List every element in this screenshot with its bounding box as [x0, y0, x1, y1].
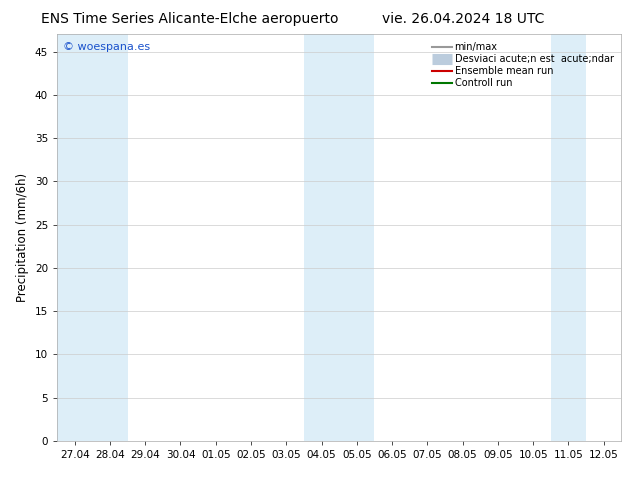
Y-axis label: Precipitation (mm/6h): Precipitation (mm/6h)	[16, 173, 29, 302]
Bar	[57, 34, 127, 441]
Text: ENS Time Series Alicante-Elche aeropuerto: ENS Time Series Alicante-Elche aeropuert…	[41, 12, 339, 26]
Text: vie. 26.04.2024 18 UTC: vie. 26.04.2024 18 UTC	[382, 12, 544, 26]
Bar	[551, 34, 586, 441]
Legend: min/max, Desviaci acute;n est  acute;ndar, Ensemble mean run, Controll run: min/max, Desviaci acute;n est acute;ndar…	[429, 39, 616, 91]
Bar	[304, 34, 375, 441]
Text: © woespana.es: © woespana.es	[63, 43, 150, 52]
